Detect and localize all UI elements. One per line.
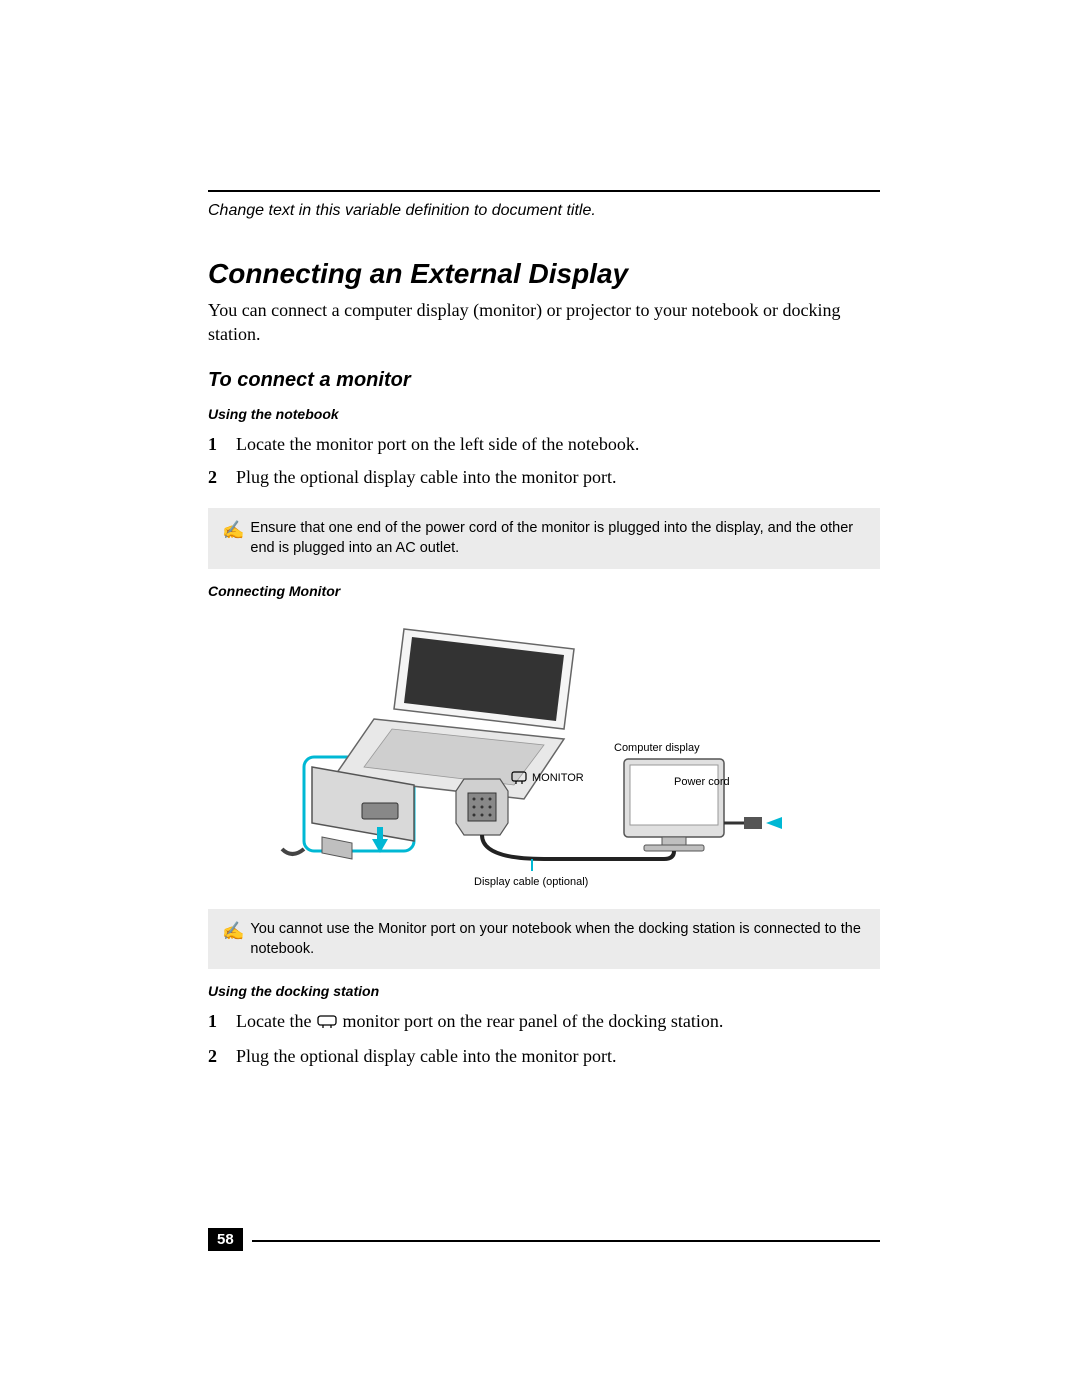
step-item: 2 Plug the optional display cable into t… (208, 1044, 880, 1069)
step-text: Locate the monitor port on the left side… (236, 432, 880, 457)
intro-paragraph: You can connect a computer display (moni… (208, 298, 880, 347)
steps-docking: 1 Locate the monitor port on the rear pa… (208, 1009, 880, 1069)
note-icon: ✍ (222, 518, 244, 559)
laptop-illustration (282, 629, 574, 859)
note-text: You cannot use the Monitor port on your … (250, 919, 866, 960)
figure-caption: Connecting Monitor (208, 583, 880, 599)
label-power-cord: Power cord (674, 776, 730, 788)
section-title: Connecting an External Display (208, 258, 880, 290)
sub-title: To connect a monitor (208, 369, 880, 392)
step-item: 2 Plug the optional display cable into t… (208, 465, 880, 490)
monitor-port-icon (316, 1011, 338, 1036)
external-monitor-illustration (624, 759, 782, 851)
note-box: ✍ You cannot use the Monitor port on you… (208, 909, 880, 970)
note-box: ✍ Ensure that one end of the power cord … (208, 508, 880, 569)
note-text: Ensure that one end of the power cord of… (250, 518, 866, 559)
page-number: 58 (208, 1228, 243, 1251)
label-display-cable: Display cable (optional) (474, 876, 588, 888)
step-item: 1 Locate the monitor port on the rear pa… (208, 1009, 880, 1036)
step-text: Plug the optional display cable into the… (236, 465, 880, 490)
vga-plug-illustration (456, 779, 508, 835)
header-note: Change text in this variable definition … (208, 202, 880, 220)
steps-notebook: 1 Locate the monitor port on the left si… (208, 432, 880, 490)
footer-rule (252, 1240, 880, 1242)
step-number: 2 (208, 1044, 236, 1069)
page-footer: 58 (208, 1228, 880, 1242)
step-number: 1 (208, 1009, 236, 1036)
using-notebook-heading: Using the notebook (208, 406, 880, 422)
step-text: Plug the optional display cable into the… (236, 1044, 880, 1069)
using-docking-heading: Using the docking station (208, 983, 880, 999)
connecting-monitor-figure: MONITOR Computer display Power cord Disp… (208, 609, 880, 889)
manual-page: Change text in this variable definition … (0, 0, 1080, 1397)
step-text: Locate the monitor port on the rear pane… (236, 1009, 880, 1036)
step-item: 1 Locate the monitor port on the left si… (208, 432, 880, 457)
label-monitor: MONITOR (532, 772, 584, 784)
label-computer-display: Computer display (614, 742, 700, 754)
step-number: 1 (208, 432, 236, 457)
step-number: 2 (208, 465, 236, 490)
note-icon: ✍ (222, 919, 244, 960)
top-rule (208, 190, 880, 192)
